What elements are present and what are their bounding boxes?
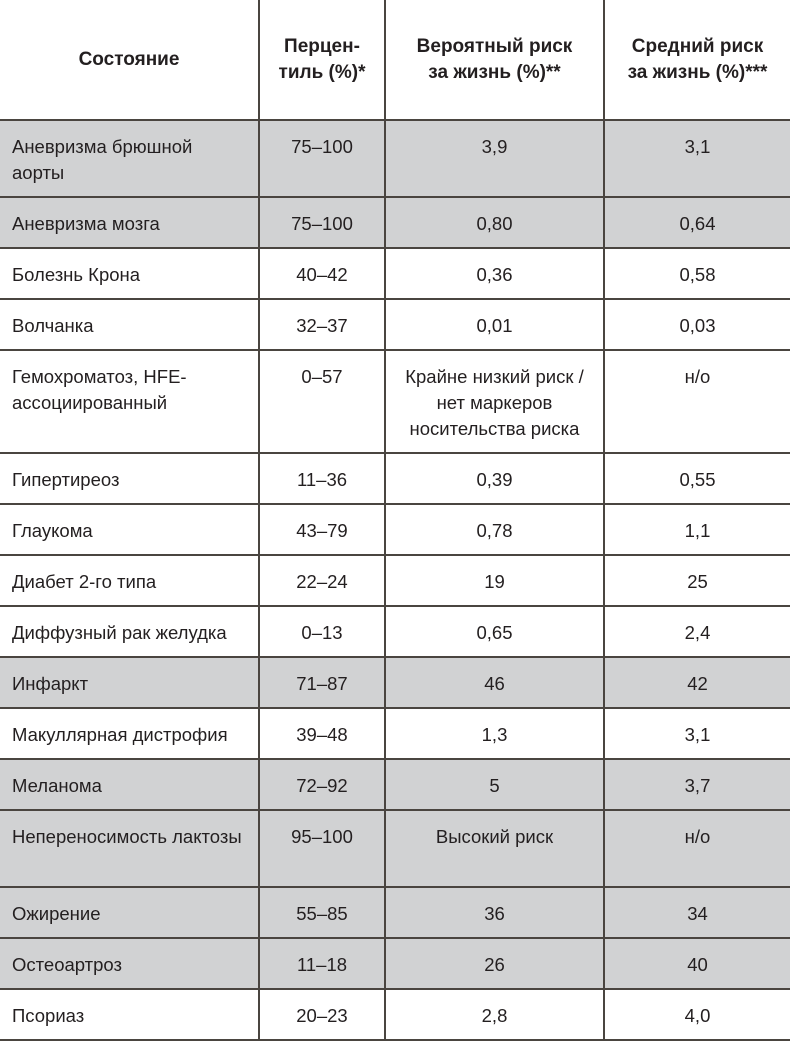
percentile-cell: 39–48	[258, 707, 386, 760]
table-row: Болезнь Крона 40–42 0,36 0,58	[0, 247, 790, 300]
percentile-cell: 75–100	[258, 196, 386, 249]
probable-risk-cell: 0,78	[384, 503, 605, 556]
percentile-cell: 32–37	[258, 298, 386, 351]
average-risk-cell: 1,1	[603, 503, 790, 556]
percentile-cell: 55–85	[258, 886, 386, 939]
table-row: Инфаркт 71–87 46 42	[0, 656, 790, 709]
percentile-cell: 22–24	[258, 554, 386, 607]
probable-risk-cell: 0,80	[384, 196, 605, 249]
header-percentile: Перцен- тиль (%)*	[258, 0, 386, 121]
table-row: Диффузный рак желудка 0–13 0,65 2,4	[0, 605, 790, 658]
average-risk-cell: 2,4	[603, 605, 790, 658]
table-row: Аневризма мозга 75–100 0,80 0,64	[0, 196, 790, 249]
probable-risk-cell: 26	[384, 937, 605, 990]
average-risk-cell: 3,1	[603, 707, 790, 760]
average-risk-cell: 4,0	[603, 988, 790, 1041]
condition-cell: Волчанка	[0, 298, 260, 351]
percentile-cell: 40–42	[258, 247, 386, 300]
probable-risk-cell: 0,01	[384, 298, 605, 351]
table-row: Псориаз 20–23 2,8 4,0	[0, 988, 790, 1041]
table-row: Диабет 2-го типа 22–24 19 25	[0, 554, 790, 607]
table-row: Гемохроматоз, HFE-ассоциированный 0–57 Кра…	[0, 349, 790, 454]
average-risk-cell: н/о	[603, 809, 790, 888]
probable-risk-cell: 36	[384, 886, 605, 939]
condition-cell: Болезнь Крона	[0, 247, 260, 300]
average-risk-cell: 34	[603, 886, 790, 939]
percentile-cell: 0–13	[258, 605, 386, 658]
condition-cell: Аневризма брюшной аорты	[0, 119, 260, 198]
probable-risk-cell: 3,9	[384, 119, 605, 198]
condition-cell: Непереносимость лактозы	[0, 809, 260, 888]
average-risk-cell: 40	[603, 937, 790, 990]
percentile-cell: 11–18	[258, 937, 386, 990]
probable-risk-cell: Высокий риск	[384, 809, 605, 888]
condition-cell: Аневризма мозга	[0, 196, 260, 249]
percentile-cell: 20–23	[258, 988, 386, 1041]
condition-cell: Глаукома	[0, 503, 260, 556]
percentile-cell: 75–100	[258, 119, 386, 198]
probable-risk-cell: 1,3	[384, 707, 605, 760]
condition-cell: Гемохроматоз, HFE-ассоциированный	[0, 349, 260, 454]
probable-risk-cell: 2,8	[384, 988, 605, 1041]
percentile-cell: 95–100	[258, 809, 386, 888]
condition-cell: Меланома	[0, 758, 260, 811]
percentile-cell: 71–87	[258, 656, 386, 709]
average-risk-cell: 25	[603, 554, 790, 607]
probable-risk-cell: 46	[384, 656, 605, 709]
condition-cell: Остеоартроз	[0, 937, 260, 990]
condition-cell: Диффузный рак желудка	[0, 605, 260, 658]
condition-cell: Инфаркт	[0, 656, 260, 709]
header-row: Состояние Перцен- тиль (%)* Вероятный ри…	[0, 0, 790, 121]
table-row: Меланома 72–92 5 3,7	[0, 758, 790, 811]
probable-risk-cell: 0,39	[384, 452, 605, 505]
percentile-cell: 11–36	[258, 452, 386, 505]
average-risk-cell: 0,64	[603, 196, 790, 249]
probable-risk-cell: 5	[384, 758, 605, 811]
percentile-cell: 43–79	[258, 503, 386, 556]
percentile-cell: 0–57	[258, 349, 386, 454]
condition-cell: Макуллярная дистрофия	[0, 707, 260, 760]
average-risk-cell: 3,1	[603, 119, 790, 198]
probable-risk-cell: 0,65	[384, 605, 605, 658]
condition-cell: Гипертиреоз	[0, 452, 260, 505]
condition-cell: Ожирение	[0, 886, 260, 939]
header-average-risk: Средний риск за жизнь (%)***	[603, 0, 790, 121]
probable-risk-cell: Крайне низкий риск / нет маркеров носите…	[384, 349, 605, 454]
table-row: Глаукома 43–79 0,78 1,1	[0, 503, 790, 556]
average-risk-cell: 0,55	[603, 452, 790, 505]
average-risk-cell: н/о	[603, 349, 790, 454]
probable-risk-cell: 19	[384, 554, 605, 607]
table-row: Макуллярная дистрофия 39–48 1,3 3,1	[0, 707, 790, 760]
probable-risk-cell: 0,36	[384, 247, 605, 300]
average-risk-cell: 0,03	[603, 298, 790, 351]
condition-cell: Псориаз	[0, 988, 260, 1041]
header-probable-risk: Вероятный риск за жизнь (%)**	[384, 0, 605, 121]
table-row: Ожирение 55–85 36 34	[0, 886, 790, 939]
average-risk-cell: 0,58	[603, 247, 790, 300]
average-risk-cell: 3,7	[603, 758, 790, 811]
table-row: Гипертиреоз 11–36 0,39 0,55	[0, 452, 790, 505]
condition-cell: Диабет 2-го типа	[0, 554, 260, 607]
table-row: Волчанка 32–37 0,01 0,03	[0, 298, 790, 351]
average-risk-cell: 42	[603, 656, 790, 709]
table-row: Остеоартроз 11–18 26 40	[0, 937, 790, 990]
percentile-cell: 72–92	[258, 758, 386, 811]
table-row: Непереносимость лактозы 95–100 Высокий рис…	[0, 809, 790, 888]
header-condition: Состояние	[0, 0, 260, 121]
table-row: Аневризма брюшной аорты 75–100 3,9 3,1	[0, 119, 790, 198]
